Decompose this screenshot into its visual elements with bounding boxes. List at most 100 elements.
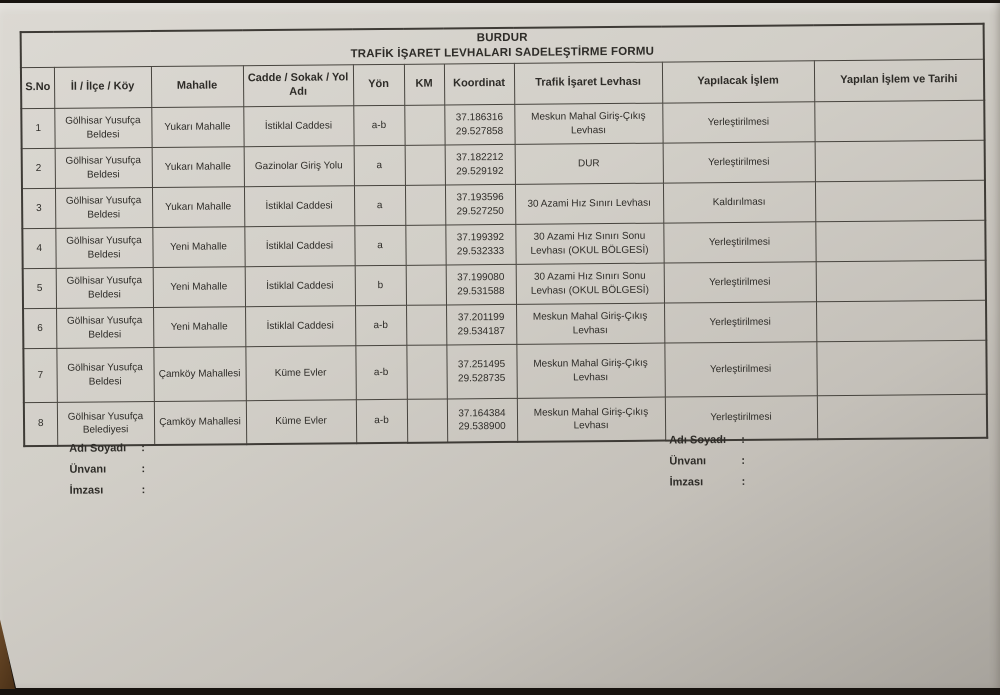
cell-il-ilce-koy: Gölhisar Yusufça Beldesi [56, 347, 154, 403]
cell-mahalle: Yeni Mahalle [153, 306, 246, 348]
cell-km [406, 344, 447, 400]
cell-trafik-isaret-levhasi: 30 Azami Hız Sınırı Sonu Levhası (OKUL B… [515, 263, 665, 305]
cell-trafik-isaret-levhasi: DUR [514, 143, 663, 185]
signature-line-sign: İmzası: [669, 475, 746, 489]
signature-line-name: Adı Soyadı: [669, 433, 745, 447]
paper-sheet: BURDUR TRAFİK İŞARET LEVHALARI SADELEŞTİ… [0, 3, 1000, 688]
cell-yon: a [353, 185, 406, 226]
signature-block-left: Adı Soyadı: Ünvanı: İmzası: [69, 437, 145, 501]
cell-mahalle: Yukarı Mahalle [151, 186, 245, 228]
signature-label: İmzası [69, 483, 104, 497]
cell-mahalle: Çamköy Mahallesi [153, 400, 247, 446]
coordinate-lng: 29.528735 [457, 372, 506, 384]
cell-yapilacak-islem: Yerleştirilmesi [662, 141, 815, 184]
col-header-yon: Yön [352, 64, 405, 106]
cell-sno: 7 [23, 348, 57, 403]
signature-line-sign: İmzası: [69, 483, 146, 497]
signature-block-right: Adı Soyadı: Ünvanı: İmzası: [669, 429, 745, 493]
coordinate-lat: 37.193596 [456, 191, 504, 204]
cell-yon: a-b [353, 105, 405, 146]
cell-yapilacak-islem: Yerleştirilmesi [663, 221, 816, 264]
cell-yapilan-islem [816, 394, 988, 440]
cell-trafik-isaret-levhasi: Meskun Mahal Giriş-Çıkış Levhası [516, 397, 666, 442]
cell-mahalle: Yukarı Mahalle [151, 106, 244, 148]
col-header-yapilacak-islem: Yapılacak İşlem [661, 60, 815, 104]
cell-yapilan-islem [814, 100, 985, 142]
cell-yapilan-islem [815, 260, 987, 302]
cell-sno: 4 [22, 228, 56, 269]
cell-yapilacak-islem: Yerleştirilmesi [664, 341, 817, 398]
cell-km [405, 224, 446, 266]
signature-line-name: Adı Soyadı: [69, 441, 145, 455]
col-header-il-ilce-koy: İl / İlçe / Köy [53, 66, 152, 109]
cell-koordinat: 37.193596 29.527250 [444, 184, 516, 225]
coordinate-lng: 29.527250 [456, 205, 504, 217]
cell-sno: 2 [21, 148, 55, 189]
cell-trafik-isaret-levhasi: 30 Azami Hız Sınırı Sonu Levhası (OKUL B… [515, 223, 664, 265]
cell-koordinat: 37.164384 29.538900 [446, 398, 518, 443]
cell-il-ilce-koy: Gölhisar Yusufça Beldesi [54, 187, 153, 229]
coordinate-lat: 37.186316 [455, 111, 504, 124]
cell-trafik-isaret-levhasi: 30 Azami Hız Sınırı Levhası [514, 183, 664, 225]
col-header-sno: S.No [20, 67, 55, 109]
coordinate-lat: 37.199080 [457, 271, 505, 284]
cell-km [404, 104, 445, 146]
cell-yon: a-b [355, 305, 407, 346]
name-label: Adı Soyadı [69, 441, 127, 455]
cell-km [404, 184, 446, 226]
cell-trafik-isaret-levhasi: Meskun Mahal Giriş-Çıkış Levhası [516, 303, 665, 345]
cell-sno: 1 [21, 108, 55, 149]
cell-cadde-sokak-yol: Gazinolar Giriş Yolu [243, 145, 354, 187]
coordinate-lng: 29.531588 [457, 285, 505, 297]
cell-yapilan-islem [816, 300, 987, 342]
coordinate-lng: 29.529192 [456, 165, 504, 177]
cell-yapilan-islem [815, 220, 986, 262]
coordinate-lat: 37.199392 [456, 231, 505, 244]
cell-cadde-sokak-yol: İstiklal Caddesi [244, 265, 356, 307]
coordinate-lat: 37.201199 [457, 311, 505, 324]
cell-yon: a [353, 145, 405, 186]
cell-sno: 6 [23, 308, 57, 349]
cell-mahalle: Yukarı Mahalle [151, 146, 244, 188]
cell-yon: a-b [355, 345, 407, 400]
cell-yon: a-b [355, 399, 408, 444]
cell-yapilacak-islem: Yerleştirilmesi [662, 101, 815, 144]
cell-cadde-sokak-yol: İstiklal Caddesi [245, 305, 356, 347]
cell-koordinat: 37.199392 29.532333 [445, 224, 516, 265]
coordinate-lng: 29.527858 [455, 125, 504, 137]
cell-km [406, 398, 448, 443]
title-label: Ünvanı [669, 454, 707, 468]
cell-sno: 5 [22, 268, 57, 309]
cell-koordinat: 37.182212 29.529192 [444, 144, 515, 185]
cell-il-ilce-koy: Gölhisar Yusufça Beldesi [54, 147, 152, 189]
cell-cadde-sokak-yol: İstiklal Caddesi [244, 225, 355, 267]
cell-koordinat: 37.186316 29.527858 [444, 104, 515, 145]
cell-koordinat: 37.201199 29.534187 [446, 304, 517, 345]
coordinate-lng: 29.532333 [456, 245, 505, 257]
signature-label: İmzası [669, 475, 704, 489]
cell-il-ilce-koy: Gölhisar Yusufça Beldesi [55, 267, 154, 309]
cell-cadde-sokak-yol: İstiklal Caddesi [243, 185, 355, 227]
cell-il-ilce-koy: Gölhisar Yusufça Beldesi [54, 107, 152, 149]
name-label: Adı Soyadı [669, 433, 727, 447]
cell-koordinat: 37.199080 29.531588 [445, 264, 517, 305]
signature-line-title: Ünvanı: [669, 454, 746, 468]
signature-line-title: Ünvanı: [69, 462, 146, 476]
title-label: Ünvanı [69, 462, 107, 476]
cell-yapilacak-islem: Kaldırılması [662, 181, 816, 224]
cell-yapilan-islem [814, 140, 985, 182]
cell-cadde-sokak-yol: Küme Evler [245, 399, 357, 445]
col-header-mahalle: Mahalle [150, 65, 244, 108]
cell-mahalle: Yeni Mahalle [152, 226, 245, 268]
cell-mahalle: Çamköy Mahallesi [153, 346, 246, 402]
coordinate-lat: 37.164384 [458, 407, 506, 419]
cell-yon: b [354, 265, 407, 306]
cell-il-ilce-koy: Gölhisar Yusufça Beldesi [55, 227, 153, 269]
cell-yapilan-islem [816, 340, 987, 396]
cell-yon: a [354, 225, 406, 266]
col-header-yapilan-islem-ve-tarihi: Yapılan İşlem ve Tarihi [813, 59, 985, 102]
cell-trafik-isaret-levhasi: Meskun Mahal Giriş-Çıkış Levhası [514, 103, 663, 145]
col-header-cadde-sokak-yol: Cadde / Sokak / Yol Adı [242, 64, 354, 107]
cell-yapilan-islem [814, 180, 986, 222]
